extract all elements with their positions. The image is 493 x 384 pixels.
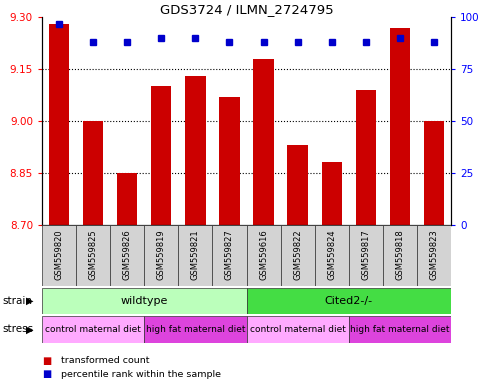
Bar — [349, 225, 383, 286]
Text: ■: ■ — [42, 356, 51, 366]
Text: GSM559818: GSM559818 — [395, 229, 404, 280]
Bar — [355, 90, 376, 225]
Text: transformed count: transformed count — [61, 356, 149, 366]
Bar — [246, 288, 451, 314]
Text: ■: ■ — [42, 369, 51, 379]
Text: wildtype: wildtype — [120, 296, 168, 306]
Bar — [42, 316, 144, 343]
Bar — [49, 24, 69, 225]
Bar — [42, 288, 246, 314]
Bar — [315, 225, 349, 286]
Bar — [417, 225, 451, 286]
Text: percentile rank within the sample: percentile rank within the sample — [61, 370, 221, 379]
Bar — [178, 225, 212, 286]
Bar — [144, 225, 178, 286]
Bar — [185, 76, 206, 225]
Text: GSM559827: GSM559827 — [225, 229, 234, 280]
Bar — [144, 316, 246, 343]
Bar — [321, 162, 342, 225]
Bar — [383, 225, 417, 286]
Bar — [151, 86, 172, 225]
Bar — [389, 28, 410, 225]
Bar — [212, 225, 246, 286]
Text: control maternal diet: control maternal diet — [250, 325, 346, 334]
Text: GSM559825: GSM559825 — [89, 229, 98, 280]
Bar — [253, 59, 274, 225]
Bar — [76, 225, 110, 286]
Bar — [281, 225, 315, 286]
Text: strain: strain — [2, 296, 33, 306]
Bar — [246, 316, 349, 343]
Bar — [83, 121, 104, 225]
Bar — [42, 225, 76, 286]
Text: GSM559822: GSM559822 — [293, 229, 302, 280]
Text: GSM559824: GSM559824 — [327, 229, 336, 280]
Text: GSM559826: GSM559826 — [123, 229, 132, 280]
Bar — [219, 97, 240, 225]
Text: GSM559817: GSM559817 — [361, 229, 370, 280]
Text: ▶: ▶ — [26, 296, 34, 306]
Text: high fat maternal diet: high fat maternal diet — [350, 325, 450, 334]
Bar — [246, 225, 281, 286]
Text: control maternal diet: control maternal diet — [45, 325, 141, 334]
Bar — [424, 121, 444, 225]
Bar — [349, 316, 451, 343]
Text: Cited2-/-: Cited2-/- — [325, 296, 373, 306]
Text: stress: stress — [2, 324, 34, 334]
Bar — [287, 145, 308, 225]
Text: high fat maternal diet: high fat maternal diet — [145, 325, 245, 334]
Text: ▶: ▶ — [26, 324, 34, 334]
Text: GSM559820: GSM559820 — [54, 229, 64, 280]
Text: GSM559823: GSM559823 — [429, 229, 439, 280]
Text: GSM559819: GSM559819 — [157, 229, 166, 280]
Text: GSM559821: GSM559821 — [191, 229, 200, 280]
Text: GSM559616: GSM559616 — [259, 229, 268, 280]
Bar — [117, 173, 138, 225]
Title: GDS3724 / ILMN_2724795: GDS3724 / ILMN_2724795 — [160, 3, 333, 16]
Bar — [110, 225, 144, 286]
